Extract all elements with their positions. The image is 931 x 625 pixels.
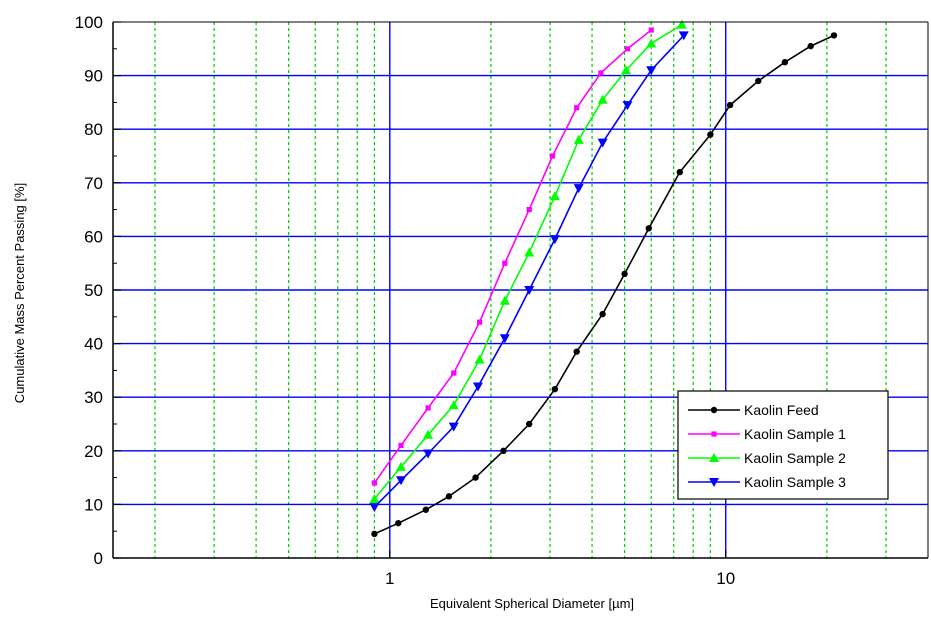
data-point xyxy=(526,207,532,213)
y-tick-label: 40 xyxy=(84,335,103,354)
data-point xyxy=(448,400,459,410)
y-tick-label: 50 xyxy=(84,281,103,300)
data-point xyxy=(423,429,434,439)
data-point xyxy=(646,66,657,76)
legend-label: Kaolin Sample 3 xyxy=(744,474,846,490)
data-point xyxy=(598,70,604,76)
y-tick-label: 80 xyxy=(84,120,103,139)
data-point xyxy=(648,27,654,33)
axes xyxy=(112,21,929,559)
data-point xyxy=(597,94,608,104)
data-point xyxy=(371,530,378,538)
data-point xyxy=(678,31,689,41)
data-point xyxy=(474,354,485,364)
data-point xyxy=(624,46,631,52)
data-point xyxy=(676,168,684,176)
data-point xyxy=(646,38,657,48)
legend-item-4: Kaolin Sample 3 xyxy=(688,474,846,490)
series-3 xyxy=(369,19,687,504)
x-axis-title: Equivalent Spherical Diameter [µm] xyxy=(430,596,634,611)
data-point xyxy=(524,286,535,295)
series-4 xyxy=(369,31,689,513)
data-point xyxy=(423,449,434,459)
x-tick-label: 1 xyxy=(385,569,394,588)
data-point xyxy=(398,442,404,449)
legend: Kaolin Feed Kaolin Sample 1 Kaolin Sample … xyxy=(677,390,889,500)
data-point xyxy=(425,405,431,411)
data-point xyxy=(621,65,632,75)
data-point xyxy=(445,493,453,500)
legend-label: Kaolin Sample 2 xyxy=(744,450,846,466)
data-point xyxy=(781,59,789,66)
y-tick-label: 20 xyxy=(84,442,103,461)
data-point xyxy=(621,270,628,278)
y-tick-label: 10 xyxy=(84,495,103,514)
data-point xyxy=(472,382,483,392)
series-layer xyxy=(369,19,838,538)
series-2 xyxy=(371,27,654,486)
data-point xyxy=(645,225,652,232)
data-point xyxy=(574,105,580,111)
data-point xyxy=(476,319,483,325)
y-tick-label: 0 xyxy=(94,549,103,568)
data-point xyxy=(369,494,380,504)
y-tick-label: 90 xyxy=(84,67,103,86)
y-axis-title: Cumulative Mass Percent Passing [%] xyxy=(12,183,27,403)
data-point xyxy=(807,42,814,50)
data-point xyxy=(500,447,507,454)
data-point xyxy=(499,295,510,305)
data-point xyxy=(726,101,734,109)
data-point xyxy=(573,184,584,194)
data-point xyxy=(549,153,556,159)
y-tick-label: 100 xyxy=(75,13,103,32)
data-point xyxy=(549,191,560,201)
data-point xyxy=(830,32,838,39)
y-tick-label: 60 xyxy=(84,227,103,246)
legend-marker xyxy=(711,431,717,437)
data-point xyxy=(422,506,430,513)
series-line xyxy=(373,29,652,484)
data-point xyxy=(524,247,535,257)
legend-label: Kaolin Feed xyxy=(744,402,819,418)
data-point xyxy=(448,422,459,432)
data-point xyxy=(371,480,378,486)
data-point xyxy=(573,134,584,144)
data-point xyxy=(676,19,687,29)
data-point xyxy=(472,474,479,481)
data-point xyxy=(755,77,762,85)
data-point xyxy=(396,461,407,471)
legend-item-2: Kaolin Sample 1 xyxy=(688,426,846,442)
y-tick-label: 30 xyxy=(84,388,103,407)
x-tick-label: 10 xyxy=(716,569,735,588)
legend-item-3: Kaolin Sample 2 xyxy=(688,450,846,466)
data-point xyxy=(499,334,510,344)
data-point xyxy=(396,476,407,486)
data-point xyxy=(551,385,559,393)
data-point xyxy=(526,420,533,428)
legend-label: Kaolin Sample 1 xyxy=(744,426,846,442)
legend-marker xyxy=(710,406,718,414)
data-point xyxy=(597,138,608,148)
data-point xyxy=(549,235,560,245)
data-point xyxy=(502,260,508,266)
y-tick-label: 70 xyxy=(84,174,103,193)
series-1 xyxy=(371,32,838,538)
data-point xyxy=(369,503,380,513)
data-point xyxy=(573,348,580,355)
data-point xyxy=(599,310,606,318)
data-point xyxy=(451,370,457,376)
data-point xyxy=(395,519,402,527)
data-point xyxy=(707,131,714,138)
legend-marker xyxy=(709,453,719,462)
legend-marker xyxy=(709,478,719,487)
data-point xyxy=(622,101,633,111)
legend-item-1: Kaolin Feed xyxy=(688,402,819,418)
